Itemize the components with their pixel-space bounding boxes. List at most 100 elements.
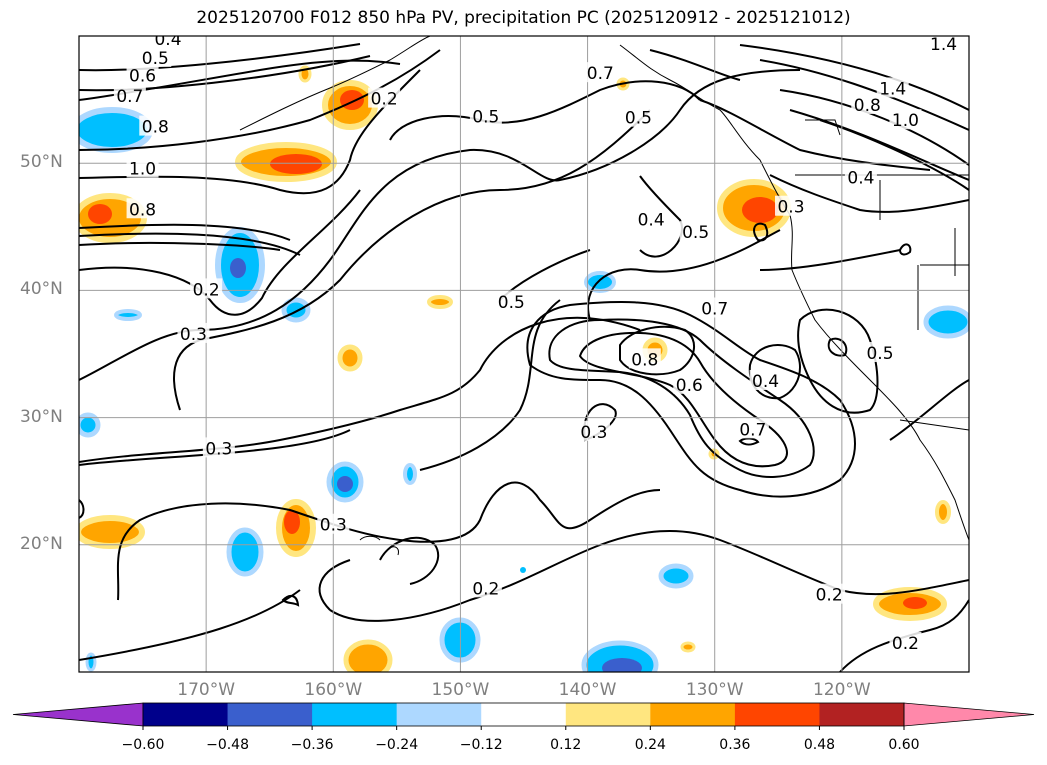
contour-label: 0.2 (472, 579, 499, 599)
contour-label: 0.7 (116, 87, 143, 107)
lat-label: 20°N (20, 533, 63, 554)
precip-positive-patch (427, 295, 453, 309)
lon-label: 160°W (304, 680, 363, 700)
precip-negative-patch (79, 107, 153, 153)
contour-label-bg (628, 348, 661, 369)
precip-positive-patch (935, 500, 951, 524)
colorbar-segment (312, 703, 398, 726)
precip-negative-patch (923, 305, 969, 339)
precip-positive-patch (343, 639, 393, 672)
contour-label-bg (927, 36, 960, 53)
contour-label-bg (673, 373, 706, 394)
contour-label-bg (469, 577, 502, 598)
lon-label: 150°W (431, 680, 490, 700)
precip-negative-patch (85, 652, 97, 672)
contour-label: 0.4 (154, 30, 181, 50)
contour-label: 0.5 (498, 293, 525, 313)
contour-label-bg (126, 198, 159, 219)
colorbar-tick-label: 0.48 (803, 737, 836, 753)
contour-label: 0.8 (129, 200, 156, 220)
colorbar-segment (734, 703, 820, 726)
precip-negative-patch (584, 271, 616, 293)
precip-positive-patch (680, 641, 696, 653)
contour-label-bg (495, 291, 528, 312)
colorbar-segment (565, 703, 651, 726)
contour-label: 0.8 (631, 350, 658, 370)
lon-label: 140°W (558, 680, 617, 700)
contour-label-bg (202, 437, 235, 458)
contour-label: 0.8 (142, 118, 169, 138)
precip-negative-patch (520, 567, 526, 573)
contour-label-bg (113, 85, 146, 106)
lat-label: 50°N (20, 152, 63, 173)
lat-label: 40°N (20, 279, 63, 300)
figure-title: 2025120700 F012 850 hPa PV, precipitatio… (196, 8, 851, 28)
precip-negative-core (337, 476, 353, 492)
contour-label-bg (584, 62, 617, 83)
contour-label: 0.2 (371, 90, 398, 110)
contour-label: 0.6 (676, 376, 703, 396)
colorbar-tick-label: −0.36 (290, 737, 334, 753)
contour-label-bg (864, 342, 896, 362)
colorbar-tick-label: −0.24 (375, 737, 419, 753)
contour-label-bg (126, 157, 159, 178)
colorbar-extend-min (12, 702, 144, 727)
contour-label: 0.2 (816, 586, 843, 606)
lat-label: 30°N (20, 406, 63, 427)
coastlines (239, 36, 969, 556)
contour-label: 1.0 (129, 160, 156, 180)
contour-label-bg (469, 105, 502, 126)
contour-label-bg (635, 208, 668, 229)
contour-label-bg (813, 583, 846, 604)
contour-label-bg (139, 46, 172, 67)
contour-label-bg (126, 64, 159, 85)
precip-positive-core (270, 154, 322, 174)
contour-label: 0.3 (580, 423, 607, 443)
precip-negative-core (602, 658, 642, 672)
contour-label-bg (177, 322, 210, 343)
precip-positive-core (742, 197, 778, 223)
colorbar-frame (142, 702, 905, 727)
precip-negative-patch (114, 309, 142, 321)
precip-negative-patch (226, 527, 264, 577)
colorbar-tick-label: 0.12 (550, 737, 582, 753)
contour-label-bg (368, 87, 401, 108)
colorbar-segment (481, 703, 567, 726)
precip-positive-core (903, 597, 927, 609)
precip-shading (79, 65, 969, 672)
contour-label: 1.4 (879, 79, 906, 99)
precip-positive-core (88, 204, 112, 224)
contour-label: 0.3 (205, 439, 232, 459)
contour-label: 0.2 (892, 634, 919, 654)
precip-negative-patch (79, 412, 101, 438)
colorbar-tick-label: 0.36 (719, 737, 751, 753)
contour-label-bg (844, 166, 877, 187)
precip-negative-patch (403, 463, 417, 485)
contour-label: 0.3 (320, 516, 347, 536)
contour-label-bg (317, 513, 350, 534)
contour-label-bg (679, 221, 712, 242)
contour-label-bg (876, 77, 909, 98)
colorbar-tick-label: −0.48 (206, 737, 249, 753)
precip-positive-patch (79, 515, 145, 549)
colorbar-segment (650, 703, 736, 726)
contour-label-bg (736, 418, 769, 439)
colorbar-extend-max (903, 702, 1035, 727)
colorbar-tick-label: 0.24 (634, 737, 666, 753)
graticule (79, 36, 969, 672)
contour-label-bg (749, 369, 782, 390)
contour-label: 0.2 (193, 280, 220, 300)
precip-positive-core (340, 90, 364, 110)
contour-label: 1.0 (892, 111, 919, 131)
precip-negative-patch (658, 563, 694, 589)
contour-label: 0.3 (180, 325, 207, 345)
contour-label: 0.6 (129, 67, 156, 87)
colorbar (12, 702, 1035, 730)
colorbar-segment (143, 703, 229, 726)
lon-label: 170°W (177, 680, 236, 700)
contour-label: 0.5 (142, 49, 169, 69)
contour-label: 0.5 (682, 223, 709, 243)
contour-label-bg (622, 106, 655, 127)
contour-label: 0.5 (625, 109, 652, 129)
colorbar-segment (819, 703, 905, 726)
